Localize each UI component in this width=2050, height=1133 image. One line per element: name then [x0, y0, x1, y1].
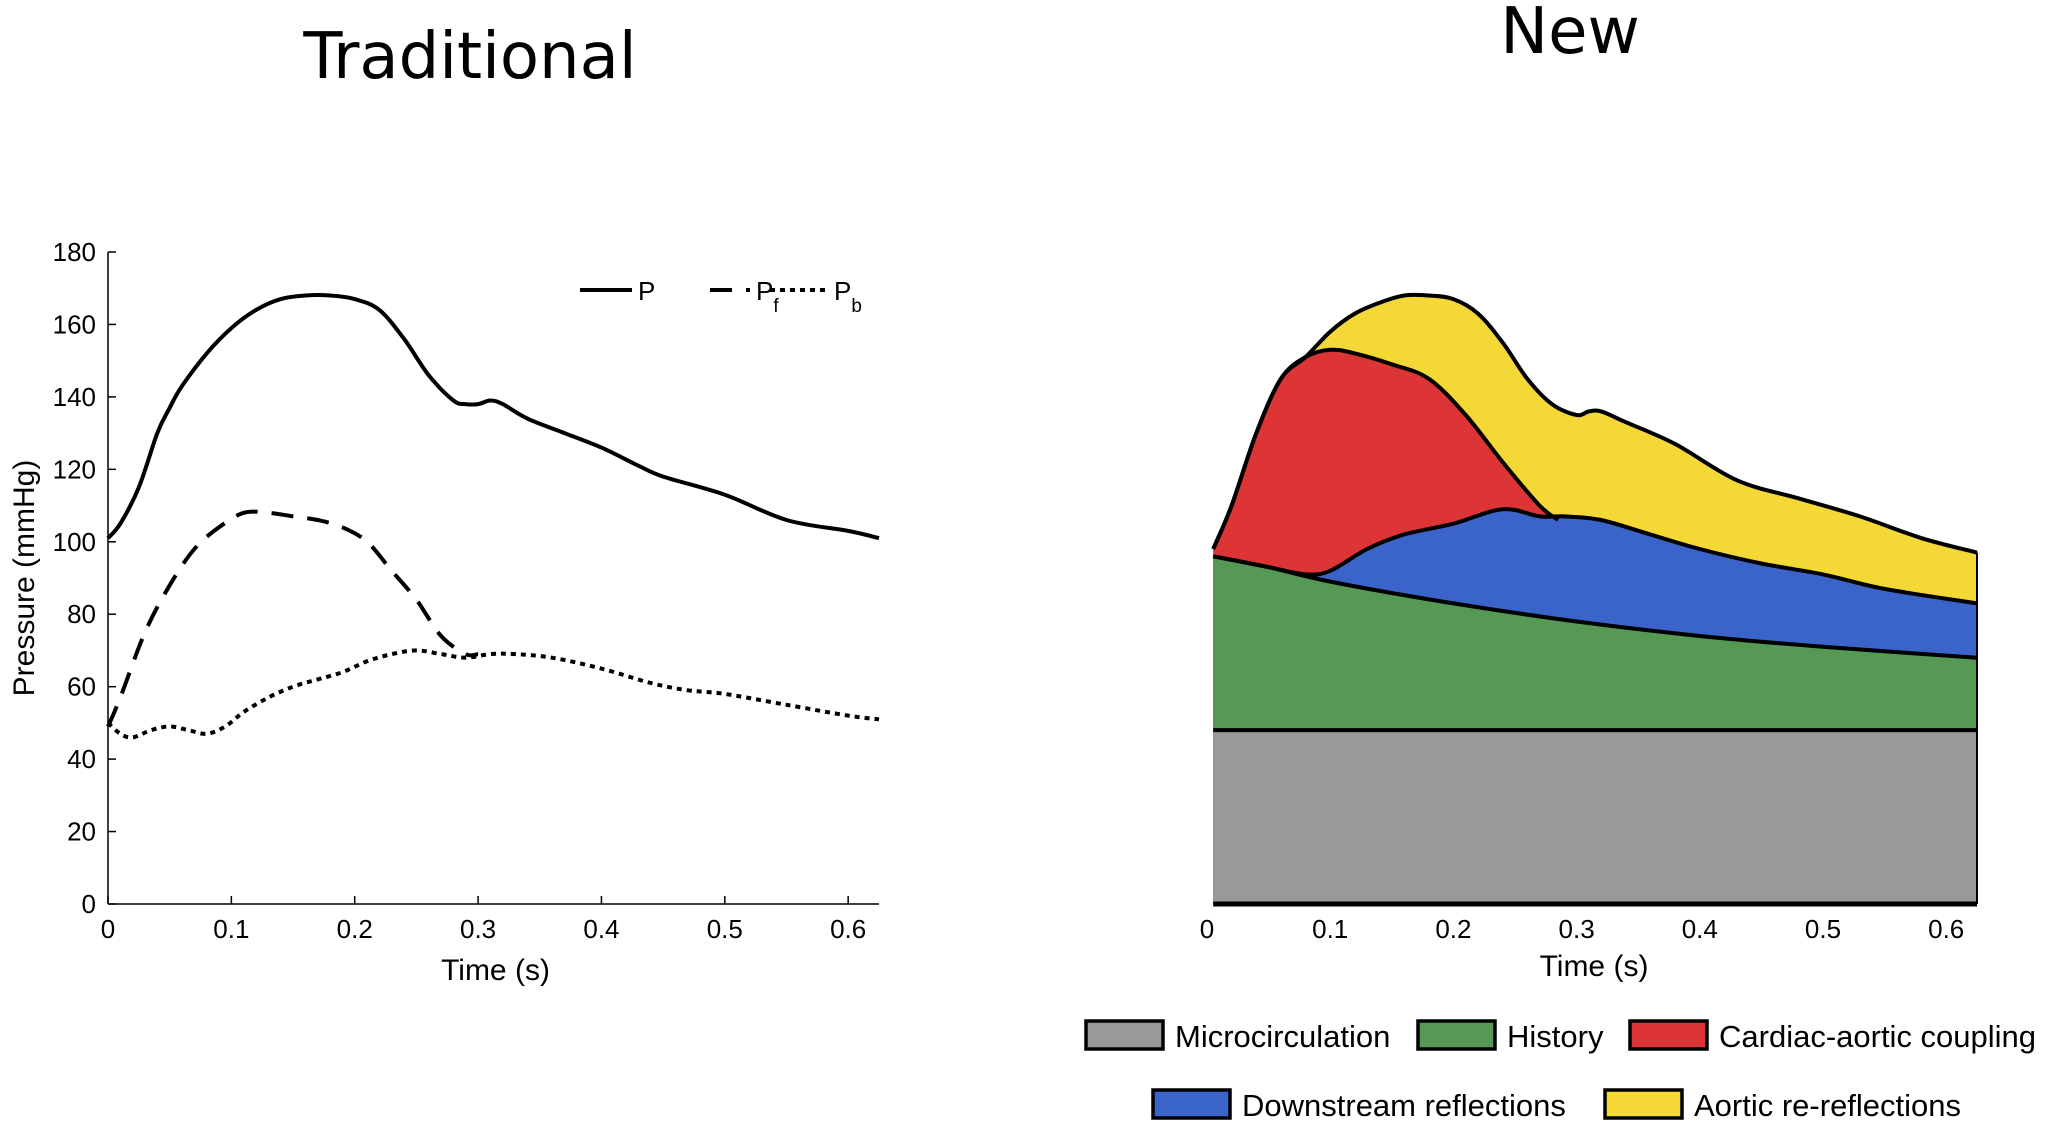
x-tick-label: 0.5	[1805, 914, 1841, 944]
legend-swatch	[1628, 1019, 1709, 1051]
area-microcirculation	[1213, 730, 1977, 904]
series-line-solid	[106, 293, 880, 541]
x-tick-label: 0.6	[830, 914, 866, 944]
legend-label-subscript: f	[773, 296, 779, 317]
outline-history	[1212, 554, 1978, 660]
outline-downstream	[1212, 507, 1978, 606]
outline-coupling	[1211, 347, 1560, 550]
x-tick-label: 0.3	[1559, 914, 1595, 944]
y-tick-label: 0	[82, 889, 96, 919]
x-tick-label: 0.3	[460, 914, 496, 944]
legend-label: History	[1507, 1019, 1604, 1054]
y-tick-label: 20	[67, 817, 96, 847]
x-tick-label: 0.1	[213, 914, 249, 944]
x-tick-label: 0.4	[1682, 914, 1718, 944]
legend-label-subscript: b	[851, 296, 862, 317]
x-tick-label: 0.4	[583, 914, 619, 944]
legend-swatch	[1603, 1088, 1684, 1120]
legend-swatch	[1151, 1088, 1232, 1120]
y-tick-label: 160	[53, 309, 96, 339]
left-panel-title: Traditional	[303, 20, 637, 94]
y-tick-label: 180	[53, 237, 96, 267]
new-stacked-area-chart: 0 0.1 0.2 0.3 0.4 0.5 0.6 Time (s)	[1200, 292, 1978, 983]
y-axis-label: Pressure (mmHg)	[8, 460, 41, 697]
legend-label: Pb	[834, 276, 862, 317]
series-line-dashed	[106, 509, 479, 728]
y-tick-label: 120	[53, 454, 96, 484]
y-tick-label: 40	[67, 744, 96, 774]
x-tick-label: 0.5	[707, 914, 743, 944]
stacked-area-legend: Microcirculation History Cardiac-aortic co…	[1084, 1019, 2036, 1123]
traditional-line-chart: 0 20 40 60 80 100 120 140 160 180 0 0.1 0.2 0.3 0.4 0.5…	[8, 237, 880, 987]
x-axis-label: Time (s)	[441, 954, 550, 987]
x-tick-label: 0.1	[1312, 914, 1348, 944]
legend-label: Pf	[756, 276, 779, 317]
legend-label: Cardiac-aortic coupling	[1719, 1019, 2036, 1054]
legend-label: Aortic re-reflections	[1694, 1088, 1961, 1123]
x-tick-label: 0	[1200, 914, 1214, 944]
legend-swatch	[1084, 1019, 1165, 1051]
y-tick-label: 80	[67, 599, 96, 629]
x-tick-label: 0.2	[1435, 914, 1471, 944]
y-tick-label: 140	[53, 382, 96, 412]
x-axis-label: Time (s)	[1540, 950, 1649, 983]
y-tick-label: 60	[67, 672, 96, 702]
x-tick-label: 0	[101, 914, 115, 944]
legend-label: Microcirculation	[1175, 1019, 1390, 1054]
legend-label: Downstream reflections	[1242, 1088, 1566, 1123]
x-tick-label: 0.2	[337, 914, 373, 944]
x-tick-label: 0.6	[1928, 914, 1964, 944]
right-panel-title: New	[1500, 0, 1640, 69]
series-line-dotted	[106, 648, 880, 740]
legend-swatch	[1416, 1019, 1497, 1051]
y-tick-label: 100	[53, 527, 96, 557]
legend-label: P	[638, 276, 655, 306]
